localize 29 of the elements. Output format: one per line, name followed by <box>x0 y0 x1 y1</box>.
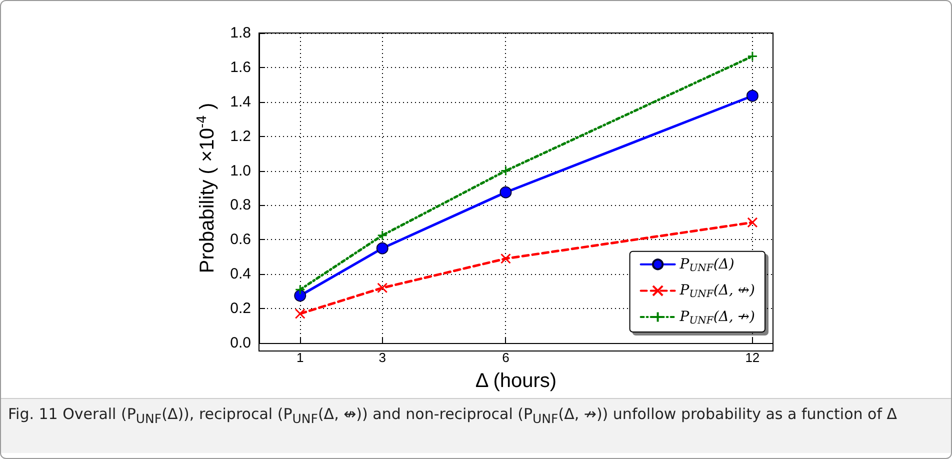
y-tick-label: 1.0 <box>230 162 251 180</box>
y-tick-label: 0.2 <box>230 300 251 318</box>
x-tick-label: 6 <box>502 350 510 365</box>
caption: Fig. 11 Overall (P$_{UNF}$(Δ)), reciprocal (P$_{UNF}$(Δ, ↮)) and non-reciprocal (P$_{UNF}$(Δ, ↛)) unfollow probability as a function of Δ <box>1 398 951 453</box>
point <box>376 242 388 254</box>
x-axis-title: Δ (hours) <box>475 370 557 392</box>
point <box>500 166 511 176</box>
point <box>377 282 388 294</box>
x-tick-label: 12 <box>745 350 760 365</box>
point <box>294 308 306 319</box>
y-tick-label: 1.8 <box>230 24 251 42</box>
x-tick-label: 1 <box>296 350 304 365</box>
y-tick-label: 0.8 <box>230 196 251 214</box>
point <box>377 230 388 241</box>
point <box>746 90 758 102</box>
y-tick-label: 0.6 <box>230 231 251 248</box>
y-tick-label: 1.6 <box>230 58 251 76</box>
y-tick-label: 0.4 <box>230 266 251 283</box>
point <box>294 284 306 295</box>
point <box>747 51 758 62</box>
y-tick-label: 1.2 <box>230 128 251 145</box>
point <box>500 186 512 198</box>
point <box>500 253 511 264</box>
point <box>294 290 306 302</box>
y-tick-label: 0.0 <box>230 334 251 352</box>
y-axis-title: Probability ( ×10-4 ) <box>195 102 218 274</box>
x-tick-label: 3 <box>378 350 386 365</box>
point <box>747 217 758 228</box>
y-tick-label: 1.4 <box>230 93 251 110</box>
